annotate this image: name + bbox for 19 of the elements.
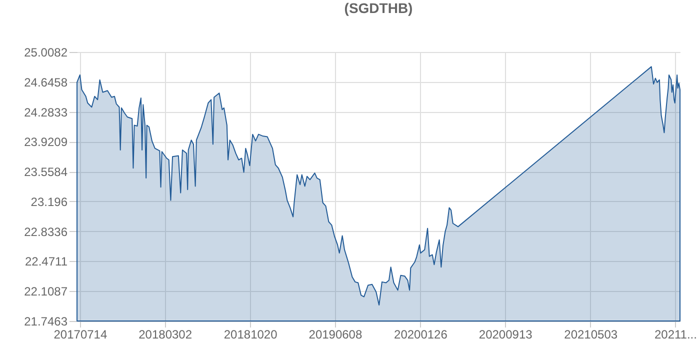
y-tick-label: 24.2833 <box>24 105 68 120</box>
y-tick-label: 23.9209 <box>24 135 68 150</box>
x-tick-label: 20190608 <box>308 328 362 342</box>
y-tick-label: 22.8336 <box>24 224 68 239</box>
y-tick-label: 22.1087 <box>24 284 68 299</box>
x-tick-label: 20170714 <box>54 328 108 342</box>
x-tick-label: 20181020 <box>224 328 278 342</box>
x-tick-label: 20211... <box>654 328 697 342</box>
y-tick-label: 23.5584 <box>24 165 68 180</box>
x-tick-label: 20200126 <box>394 328 448 342</box>
y-tick-label: 25.0082 <box>24 46 68 60</box>
x-tick-label: 20180302 <box>138 328 192 342</box>
y-tick-label: 21.7463 <box>24 314 68 328</box>
y-tick-label: 24.6458 <box>24 75 68 90</box>
chart-title: (SGDTHB) <box>344 0 413 16</box>
y-tick-label: 22.4711 <box>25 254 68 269</box>
x-tick-label: 20200913 <box>478 328 533 342</box>
x-tick-label: 20210503 <box>564 328 618 342</box>
y-tick-label: 23.196 <box>30 194 68 209</box>
